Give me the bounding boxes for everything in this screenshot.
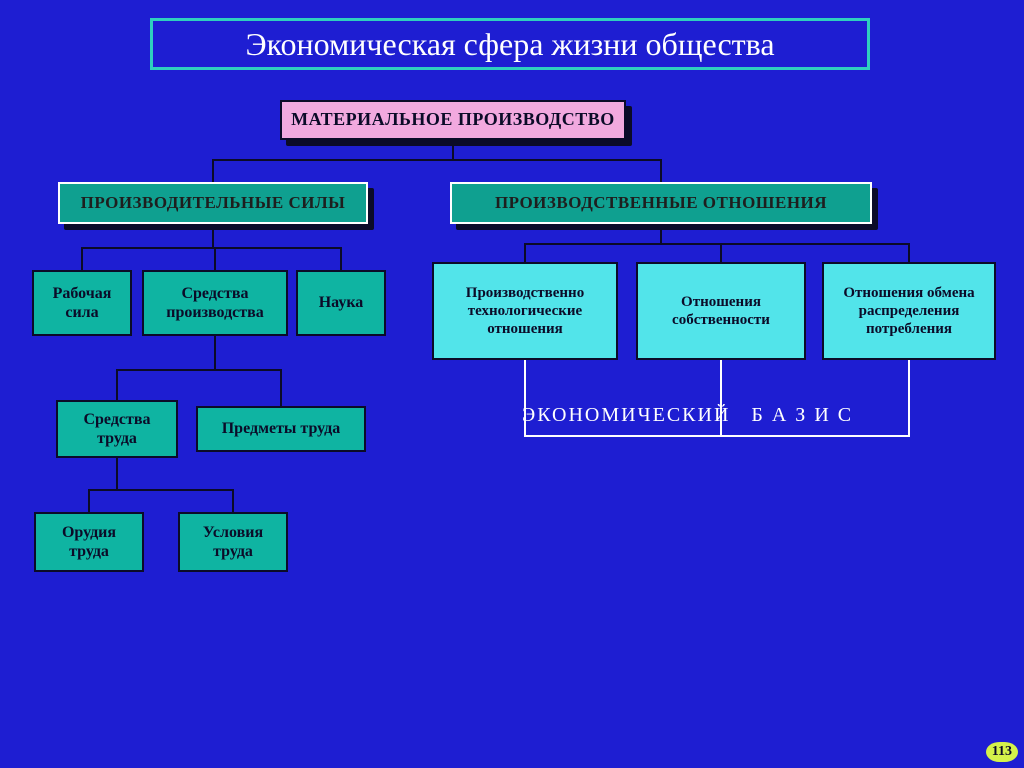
label-sredstva-truda: Средства труда [66,410,168,448]
label-sredstva-proizv: Средства производства [152,284,278,322]
diagram-stage: Экономическая сфера жизни общества МАТЕР… [0,0,1024,768]
label-uslovia-truda: Условия труда [188,523,278,561]
label-predmety-truda: Предметы труда [206,419,356,438]
node-sredstva-proizv: Средства производства [142,270,288,336]
node-sobstv: Отношения собственности [636,262,806,360]
label-sobstv: Отношения собственности [646,293,796,329]
branch-left: ПРОИЗВОДИТЕЛЬНЫЕ СИЛЫ [58,182,368,224]
label-tech: Производственно технологические отношени… [442,284,608,338]
label-rabochaya: Рабочая сила [42,284,122,322]
node-nauka: Наука [296,270,386,336]
branch-right-label: ПРОИЗВОДСТВЕННЫЕ ОТНОШЕНИЯ [460,193,862,213]
title-text: Экономическая сфера жизни общества [245,25,774,63]
node-predmety-truda: Предметы труда [196,406,366,452]
slide-number: 113 [986,742,1018,762]
node-orudia-truda: Орудия труда [34,512,144,572]
node-tech: Производственно технологические отношени… [432,262,618,360]
label-obmen: Отношения обмена распределения потреблен… [832,284,986,338]
label-orudia-truda: Орудия труда [44,523,134,561]
node-uslovia-truda: Условия труда [178,512,288,572]
root-label: МАТЕРИАЛЬНОЕ ПРОИЗВОДСТВО [290,109,616,131]
node-sredstva-truda: Средства труда [56,400,178,458]
node-rabochaya: Рабочая сила [32,270,132,336]
basis-label: ЭКОНОМИЧЕСКИЙ Б А З И С [522,404,853,427]
node-obmen: Отношения обмена распределения потреблен… [822,262,996,360]
branch-right: ПРОИЗВОДСТВЕННЫЕ ОТНОШЕНИЯ [450,182,872,224]
slide-title: Экономическая сфера жизни общества [150,18,870,70]
label-nauka: Наука [306,293,376,312]
branch-left-label: ПРОИЗВОДИТЕЛЬНЫЕ СИЛЫ [68,193,358,213]
root-node: МАТЕРИАЛЬНОЕ ПРОИЗВОДСТВО [280,100,626,140]
